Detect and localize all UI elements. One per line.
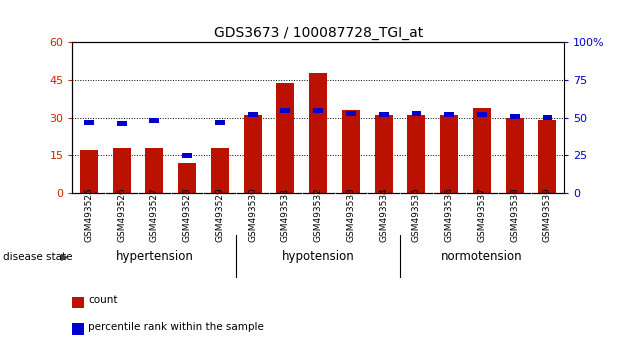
Text: count: count (88, 295, 118, 305)
Bar (408, 115, 425, 193)
Text: GSM493531: GSM493531 (281, 187, 290, 242)
Text: GSM493534: GSM493534 (379, 187, 388, 241)
Text: GSM493525: GSM493525 (84, 187, 93, 241)
Bar (211, 148, 229, 193)
Bar (346, 111, 356, 116)
Bar (113, 148, 130, 193)
Bar (182, 153, 192, 158)
Bar (473, 108, 491, 193)
Text: normotension: normotension (441, 250, 523, 263)
Bar (411, 111, 421, 116)
Text: GSM493526: GSM493526 (117, 187, 126, 241)
Text: percentile rank within the sample: percentile rank within the sample (88, 322, 264, 332)
Bar (506, 118, 524, 193)
Bar (375, 115, 392, 193)
Bar (178, 163, 196, 193)
Bar (342, 110, 360, 193)
Bar (80, 150, 98, 193)
Text: GSM493529: GSM493529 (215, 187, 224, 241)
Bar (280, 108, 290, 113)
Bar (313, 108, 323, 113)
Bar (440, 115, 458, 193)
Text: GSM493539: GSM493539 (543, 187, 552, 242)
Bar (277, 82, 294, 193)
Bar (542, 115, 553, 120)
Text: ▶: ▶ (60, 252, 68, 262)
Text: GSM493530: GSM493530 (248, 187, 257, 242)
Bar (248, 112, 258, 117)
Text: GSM493538: GSM493538 (510, 187, 519, 242)
Text: GSM493535: GSM493535 (412, 187, 421, 242)
Bar (510, 114, 520, 119)
Bar (84, 120, 94, 125)
Text: GSM493536: GSM493536 (445, 187, 454, 242)
Text: GSM493533: GSM493533 (346, 187, 355, 242)
Text: hypertension: hypertension (115, 250, 193, 263)
Bar (477, 112, 487, 117)
Bar (117, 121, 127, 126)
Title: GDS3673 / 100087728_TGI_at: GDS3673 / 100087728_TGI_at (214, 26, 423, 40)
Bar (309, 73, 327, 193)
Bar (379, 112, 389, 117)
Text: hypotension: hypotension (282, 250, 355, 263)
Text: disease state: disease state (3, 252, 72, 262)
Text: GSM493527: GSM493527 (150, 187, 159, 241)
Bar (215, 120, 225, 125)
Text: GSM493532: GSM493532 (314, 187, 323, 241)
Bar (244, 115, 261, 193)
Text: GSM493528: GSM493528 (183, 187, 192, 241)
Bar (149, 118, 159, 123)
Bar (539, 120, 556, 193)
Text: GSM493537: GSM493537 (478, 187, 486, 242)
Bar (146, 148, 163, 193)
Bar (444, 112, 454, 117)
